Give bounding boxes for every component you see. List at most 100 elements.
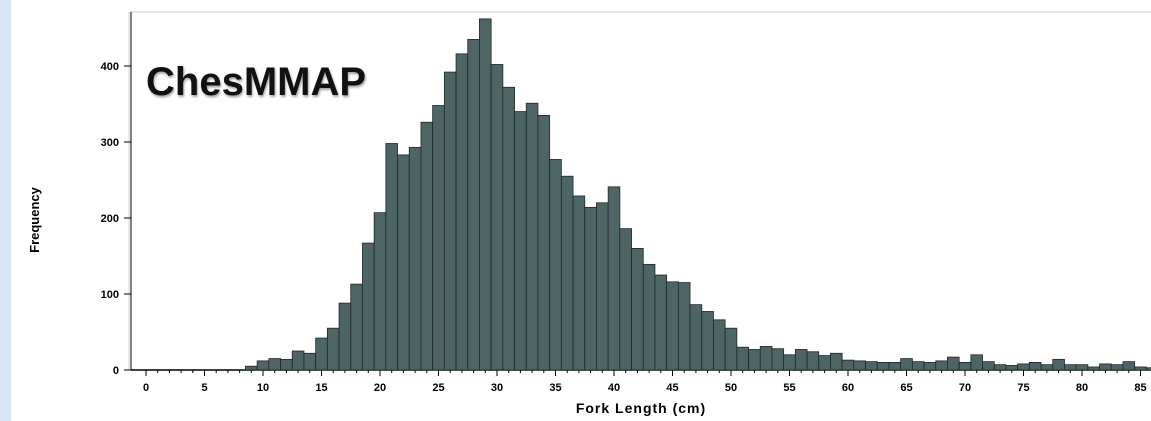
histogram-bar xyxy=(1017,363,1030,371)
histogram-bar xyxy=(853,360,866,371)
histogram-bar xyxy=(479,18,492,371)
x-tick-label: 15 xyxy=(315,382,327,394)
histogram-bar xyxy=(280,358,293,371)
histogram-bar xyxy=(900,358,913,371)
x-tick-label: 35 xyxy=(549,382,561,394)
histogram-bar xyxy=(666,281,679,371)
histogram-bar xyxy=(935,360,948,371)
histogram-bar xyxy=(783,354,796,371)
histogram-bar xyxy=(537,115,551,371)
histogram-bar xyxy=(514,111,527,371)
x-tick-label: 50 xyxy=(725,382,737,394)
histogram-chart: 0 100 200 300 400 0 5 10 15 20 25 30 35 40 45 50 55 60 65… xyxy=(27,11,1151,416)
histogram-bar xyxy=(303,352,317,371)
histogram-bar xyxy=(1005,365,1019,371)
y-tick-label: 0 xyxy=(113,365,119,377)
histogram-bar xyxy=(467,39,480,371)
histogram-bar xyxy=(1122,361,1136,371)
histogram-bar xyxy=(1075,364,1089,371)
histogram-bar xyxy=(350,283,363,371)
histogram-bar xyxy=(455,53,469,371)
x-tick-label: 25 xyxy=(432,382,444,394)
histogram-bar xyxy=(572,195,586,371)
histogram-bar xyxy=(362,242,375,371)
histogram-bar xyxy=(443,71,457,371)
y-tick-label: 400 xyxy=(101,61,119,73)
x-tick-label: 20 xyxy=(374,382,386,394)
histogram-bar xyxy=(654,274,668,371)
histogram-bar xyxy=(397,154,410,371)
histogram-bar xyxy=(315,337,328,371)
histogram-bar xyxy=(1134,366,1147,371)
histogram-bar xyxy=(596,202,609,371)
y-tick-label: 200 xyxy=(101,213,119,225)
histogram-bar xyxy=(865,361,878,371)
histogram-bar xyxy=(1145,367,1151,371)
x-tick-label: 75 xyxy=(1017,382,1029,394)
chart-panel: 0 100 200 300 400 0 5 10 15 20 25 30 35 40 45 50 55 60 65… xyxy=(11,0,1151,421)
histogram-bar xyxy=(385,143,398,371)
histogram-bar xyxy=(256,360,270,371)
histogram-bar xyxy=(408,146,422,371)
y-tick-label: 100 xyxy=(101,289,119,301)
x-axis-label: Fork Length (cm) xyxy=(576,400,706,416)
histogram-bar xyxy=(607,186,621,371)
x-axis-ticks: 0510152025303540455055606570758085909510… xyxy=(143,370,1147,394)
histogram-bar xyxy=(724,327,738,371)
x-tick-label: 65 xyxy=(900,382,912,394)
histogram-bar xyxy=(373,212,387,371)
y-tick-label: 300 xyxy=(101,137,119,149)
histogram-bar xyxy=(958,361,972,371)
histogram-bar xyxy=(1040,364,1054,371)
histogram-bar xyxy=(911,361,925,371)
histogram-bar xyxy=(1110,364,1124,371)
histogram-bar xyxy=(982,361,995,371)
histogram-bar xyxy=(771,348,785,371)
histogram-bar xyxy=(888,361,902,371)
histogram-bar xyxy=(432,105,445,371)
histogram-bar xyxy=(1064,364,1077,371)
histogram-bar xyxy=(1099,363,1112,371)
histogram-bar xyxy=(631,247,644,371)
histogram-bar xyxy=(947,356,960,371)
histogram-bars xyxy=(245,18,1151,371)
x-tick-label: 60 xyxy=(842,382,854,394)
histogram-bar xyxy=(1087,366,1100,371)
histogram-bar xyxy=(923,361,937,371)
histogram-bar xyxy=(326,327,340,371)
chart-title: ChesMMAP xyxy=(146,60,366,104)
histogram-bar xyxy=(1028,361,1042,371)
histogram-bar xyxy=(677,282,691,371)
histogram-bar xyxy=(560,175,574,371)
histogram-bar xyxy=(549,159,562,371)
x-tick-label: 70 xyxy=(959,382,971,394)
histogram-bar xyxy=(794,349,808,371)
histogram-bar xyxy=(1052,358,1065,371)
x-tick-label: 5 xyxy=(201,382,207,394)
histogram-bar xyxy=(268,358,281,371)
x-tick-label: 0 xyxy=(143,382,149,394)
x-tick-label: 10 xyxy=(257,382,269,394)
histogram-bar xyxy=(748,349,761,371)
histogram-bar xyxy=(525,102,539,371)
histogram-bar xyxy=(759,346,773,371)
histogram-bar xyxy=(713,319,726,371)
histogram-bar xyxy=(584,206,597,371)
histogram-bar xyxy=(970,354,983,371)
x-tick-label: 80 xyxy=(1076,382,1088,394)
histogram-bar xyxy=(338,302,352,371)
histogram-bar xyxy=(490,64,504,371)
histogram-bar xyxy=(689,304,703,371)
histogram-bar xyxy=(993,364,1007,371)
histogram-bar xyxy=(818,355,831,371)
histogram-bar xyxy=(619,228,632,371)
y-axis-label: Frequency xyxy=(27,186,42,253)
x-tick-label: 30 xyxy=(491,382,503,394)
histogram-bar xyxy=(502,86,515,371)
histogram-bar xyxy=(701,311,714,371)
histogram-bar xyxy=(876,361,890,371)
histogram-bar xyxy=(291,350,305,371)
x-tick-label: 85 xyxy=(1134,382,1146,394)
histogram-bar xyxy=(245,365,258,371)
histogram-bar xyxy=(830,352,843,371)
